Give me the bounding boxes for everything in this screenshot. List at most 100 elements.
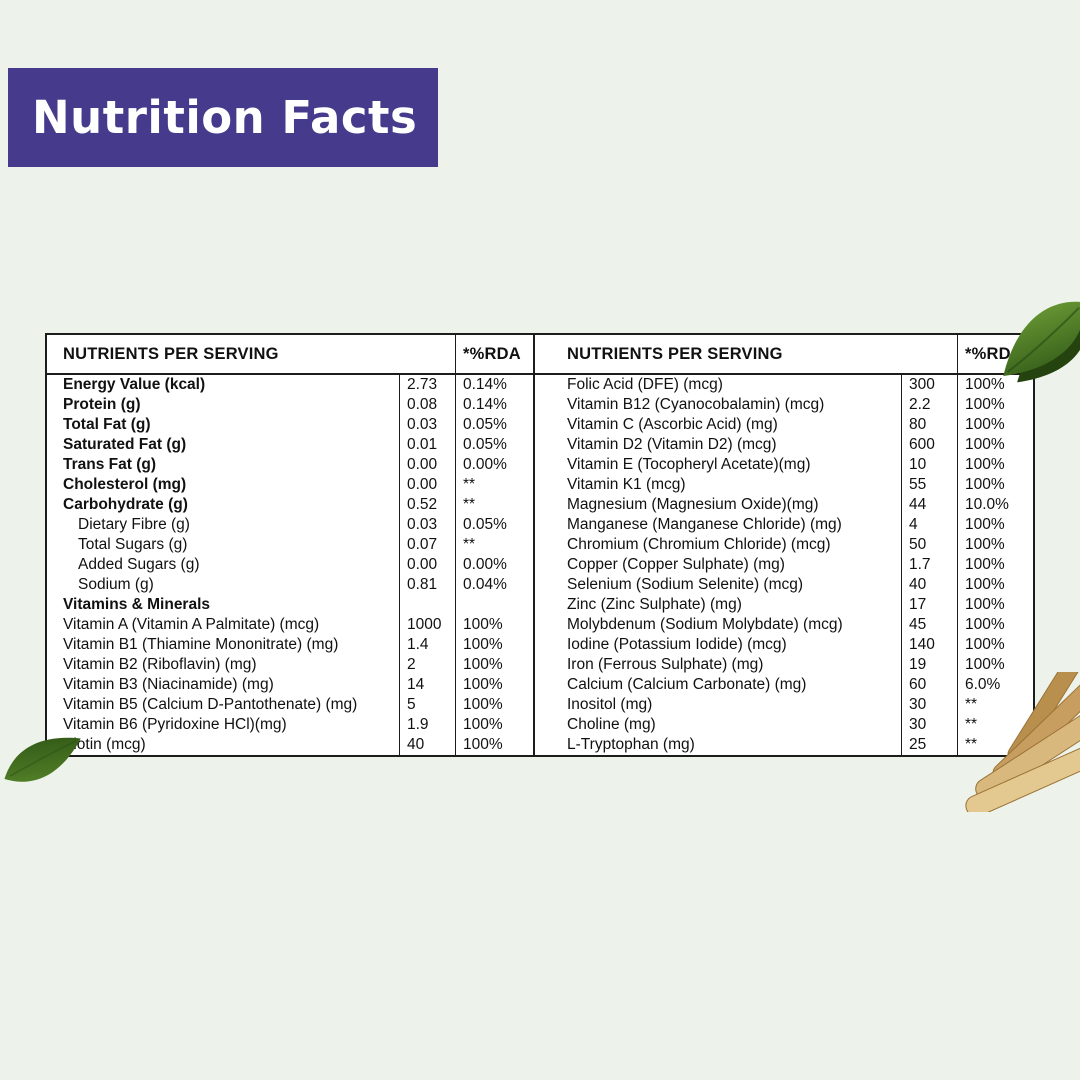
nutrient-value: 40 [399, 735, 455, 755]
nutrient-rda: 100% [957, 435, 1033, 455]
nutrient-value: 140 [901, 635, 957, 655]
nutrient-label: Manganese (Manganese Chloride) (mg) [567, 516, 842, 533]
nutrient-label: Vitamins & Minerals [63, 596, 211, 613]
nutrient-rda: 100% [455, 695, 533, 715]
nutrient-value: 60 [901, 675, 957, 695]
column-header-rda: *%RDA [455, 335, 533, 373]
nutrient-label: Iron (Ferrous Sulphate) (mg) [567, 656, 764, 673]
nutrient-label: Trans Fat (g) [63, 456, 157, 473]
nutrient-rda: 100% [957, 535, 1033, 555]
nutrient-rda: 100% [957, 415, 1033, 435]
nutrient-rda: 100% [455, 635, 533, 655]
nutrient-rda: 0.00% [455, 455, 533, 475]
nutrient-value: 80 [901, 415, 957, 435]
nutrient-rda: 10.0% [957, 495, 1033, 515]
nutrient-label: Protein (g) [63, 396, 141, 413]
nutrient-label: Calcium (Calcium Carbonate) (mg) [567, 676, 807, 693]
page-title: Nutrition Facts [32, 91, 418, 144]
nutrient-label: Magnesium (Magnesium Oxide)(mg) [567, 496, 819, 513]
nutrient-label: Vitamin K1 (mcg) [567, 476, 686, 493]
nutrient-rda: ** [957, 735, 1033, 755]
nutrient-value: 19 [901, 655, 957, 675]
nutrient-rda: 100% [957, 395, 1033, 415]
table-header-right: NUTRIENTS PER SERVING *%RDA [535, 335, 1033, 375]
nutrient-value: 1.7 [901, 555, 957, 575]
nutrient-value: 0.00 [399, 555, 455, 575]
nutrient-value: 300 [901, 375, 957, 395]
nutrient-value: 1.4 [399, 635, 455, 655]
nutrient-value: 2.73 [399, 375, 455, 395]
nutrient-value [399, 595, 455, 615]
nutrient-rda: 100% [455, 735, 533, 755]
nutrient-label: Vitamin B6 (Pyridoxine HCl)(mg) [63, 716, 287, 733]
nutrient-value: 0.08 [399, 395, 455, 415]
nutrient-label: Saturated Fat (g) [63, 436, 187, 453]
nutrient-value: 0.00 [399, 475, 455, 495]
nutrient-rda: 0.05% [455, 435, 533, 455]
nutrient-value: 1000 [399, 615, 455, 635]
nutrient-value: 2 [399, 655, 455, 675]
nutrient-value: 55 [901, 475, 957, 495]
nutrient-value: 0.01 [399, 435, 455, 455]
nutrient-rda: 100% [957, 455, 1033, 475]
nutrient-label: Vitamin B5 (Calcium D-Pantothenate) (mg) [63, 696, 358, 713]
nutrient-label: Vitamin B1 (Thiamine Mononitrate) (mg) [63, 636, 339, 653]
nutrient-value: 0.00 [399, 455, 455, 475]
nutrient-rda: 100% [957, 595, 1033, 615]
nutrient-value: 25 [901, 735, 957, 755]
nutrient-label: Molybdenum (Sodium Molybdate) (mcg) [567, 616, 843, 633]
nutrient-value: 0.07 [399, 535, 455, 555]
nutrient-value: 1.9 [399, 715, 455, 735]
nutrient-rda: 100% [455, 675, 533, 695]
nutrient-rda: 100% [455, 655, 533, 675]
nutrient-rda: 0.05% [455, 515, 533, 535]
nutrient-rda: 100% [957, 655, 1033, 675]
nutrient-rda: 100% [957, 615, 1033, 635]
nutrient-rda: ** [957, 715, 1033, 735]
nutrient-label: Vitamin B2 (Riboflavin) (mg) [63, 656, 257, 673]
nutrient-rda [455, 595, 533, 615]
nutrient-value: 5 [399, 695, 455, 715]
nutrition-table-left: NUTRIENTS PER SERVING *%RDA Energy Value… [47, 335, 533, 755]
nutrition-table: NUTRIENTS PER SERVING *%RDA Energy Value… [45, 333, 1035, 757]
nutrient-rda: 100% [957, 555, 1033, 575]
nutrient-label: Vitamin B3 (Niacinamide) (mg) [63, 676, 274, 693]
nutrient-label: Carbohydrate (g) [63, 496, 188, 513]
nutrient-label: Copper (Copper Sulphate) (mg) [567, 556, 785, 573]
nutrient-value: 40 [901, 575, 957, 595]
nutrient-label: Dietary Fibre (g) [78, 516, 190, 533]
nutrient-label: Added Sugars (g) [78, 556, 200, 573]
nutrient-rda: 0.04% [455, 575, 533, 595]
nutrient-label: Zinc (Zinc Sulphate) (mg) [567, 596, 742, 613]
nutrient-rda: 100% [957, 575, 1033, 595]
nutrient-label: Total Fat (g) [63, 416, 151, 433]
nutrient-label: Selenium (Sodium Selenite) (mcg) [567, 576, 804, 593]
column-header-nutrients: NUTRIENTS PER SERVING [63, 344, 279, 363]
nutrient-value: 0.03 [399, 515, 455, 535]
nutrient-label: Inositol (mg) [567, 696, 653, 713]
nutrient-value: 4 [901, 515, 957, 535]
nutrient-label: Biotin (mcg) [63, 736, 146, 753]
nutrient-label: Vitamin E (Tocopheryl Acetate)(mg) [567, 456, 811, 473]
nutrient-value: 44 [901, 495, 957, 515]
nutrient-rda: 0.00% [455, 555, 533, 575]
nutrient-rda: ** [455, 475, 533, 495]
nutrient-label: Chromium (Chromium Chloride) (mcg) [567, 536, 831, 553]
nutrient-label: Choline (mg) [567, 716, 656, 733]
nutrient-label: Vitamin D2 (Vitamin D2) (mcg) [567, 436, 777, 453]
title-banner: Nutrition Facts [8, 68, 438, 167]
nutrient-rda: 6.0% [957, 675, 1033, 695]
nutrient-rda: ** [957, 695, 1033, 715]
nutrient-label: Total Sugars (g) [78, 536, 188, 553]
nutrient-label: Vitamin A (Vitamin A Palmitate) (mcg) [63, 616, 320, 633]
nutrient-label: L-Tryptophan (mg) [567, 736, 695, 753]
nutrient-rda: 100% [957, 375, 1033, 395]
nutrient-value: 600 [901, 435, 957, 455]
table-header-left: NUTRIENTS PER SERVING *%RDA [47, 335, 533, 375]
nutrient-value: 17 [901, 595, 957, 615]
table-body-left: Energy Value (kcal) 2.73 0.14% Protein (g) 0… [47, 375, 533, 755]
nutrient-rda: 100% [957, 515, 1033, 535]
nutrient-rda: 100% [455, 615, 533, 635]
nutrient-rda: 0.14% [455, 375, 533, 395]
nutrient-rda: 100% [957, 475, 1033, 495]
